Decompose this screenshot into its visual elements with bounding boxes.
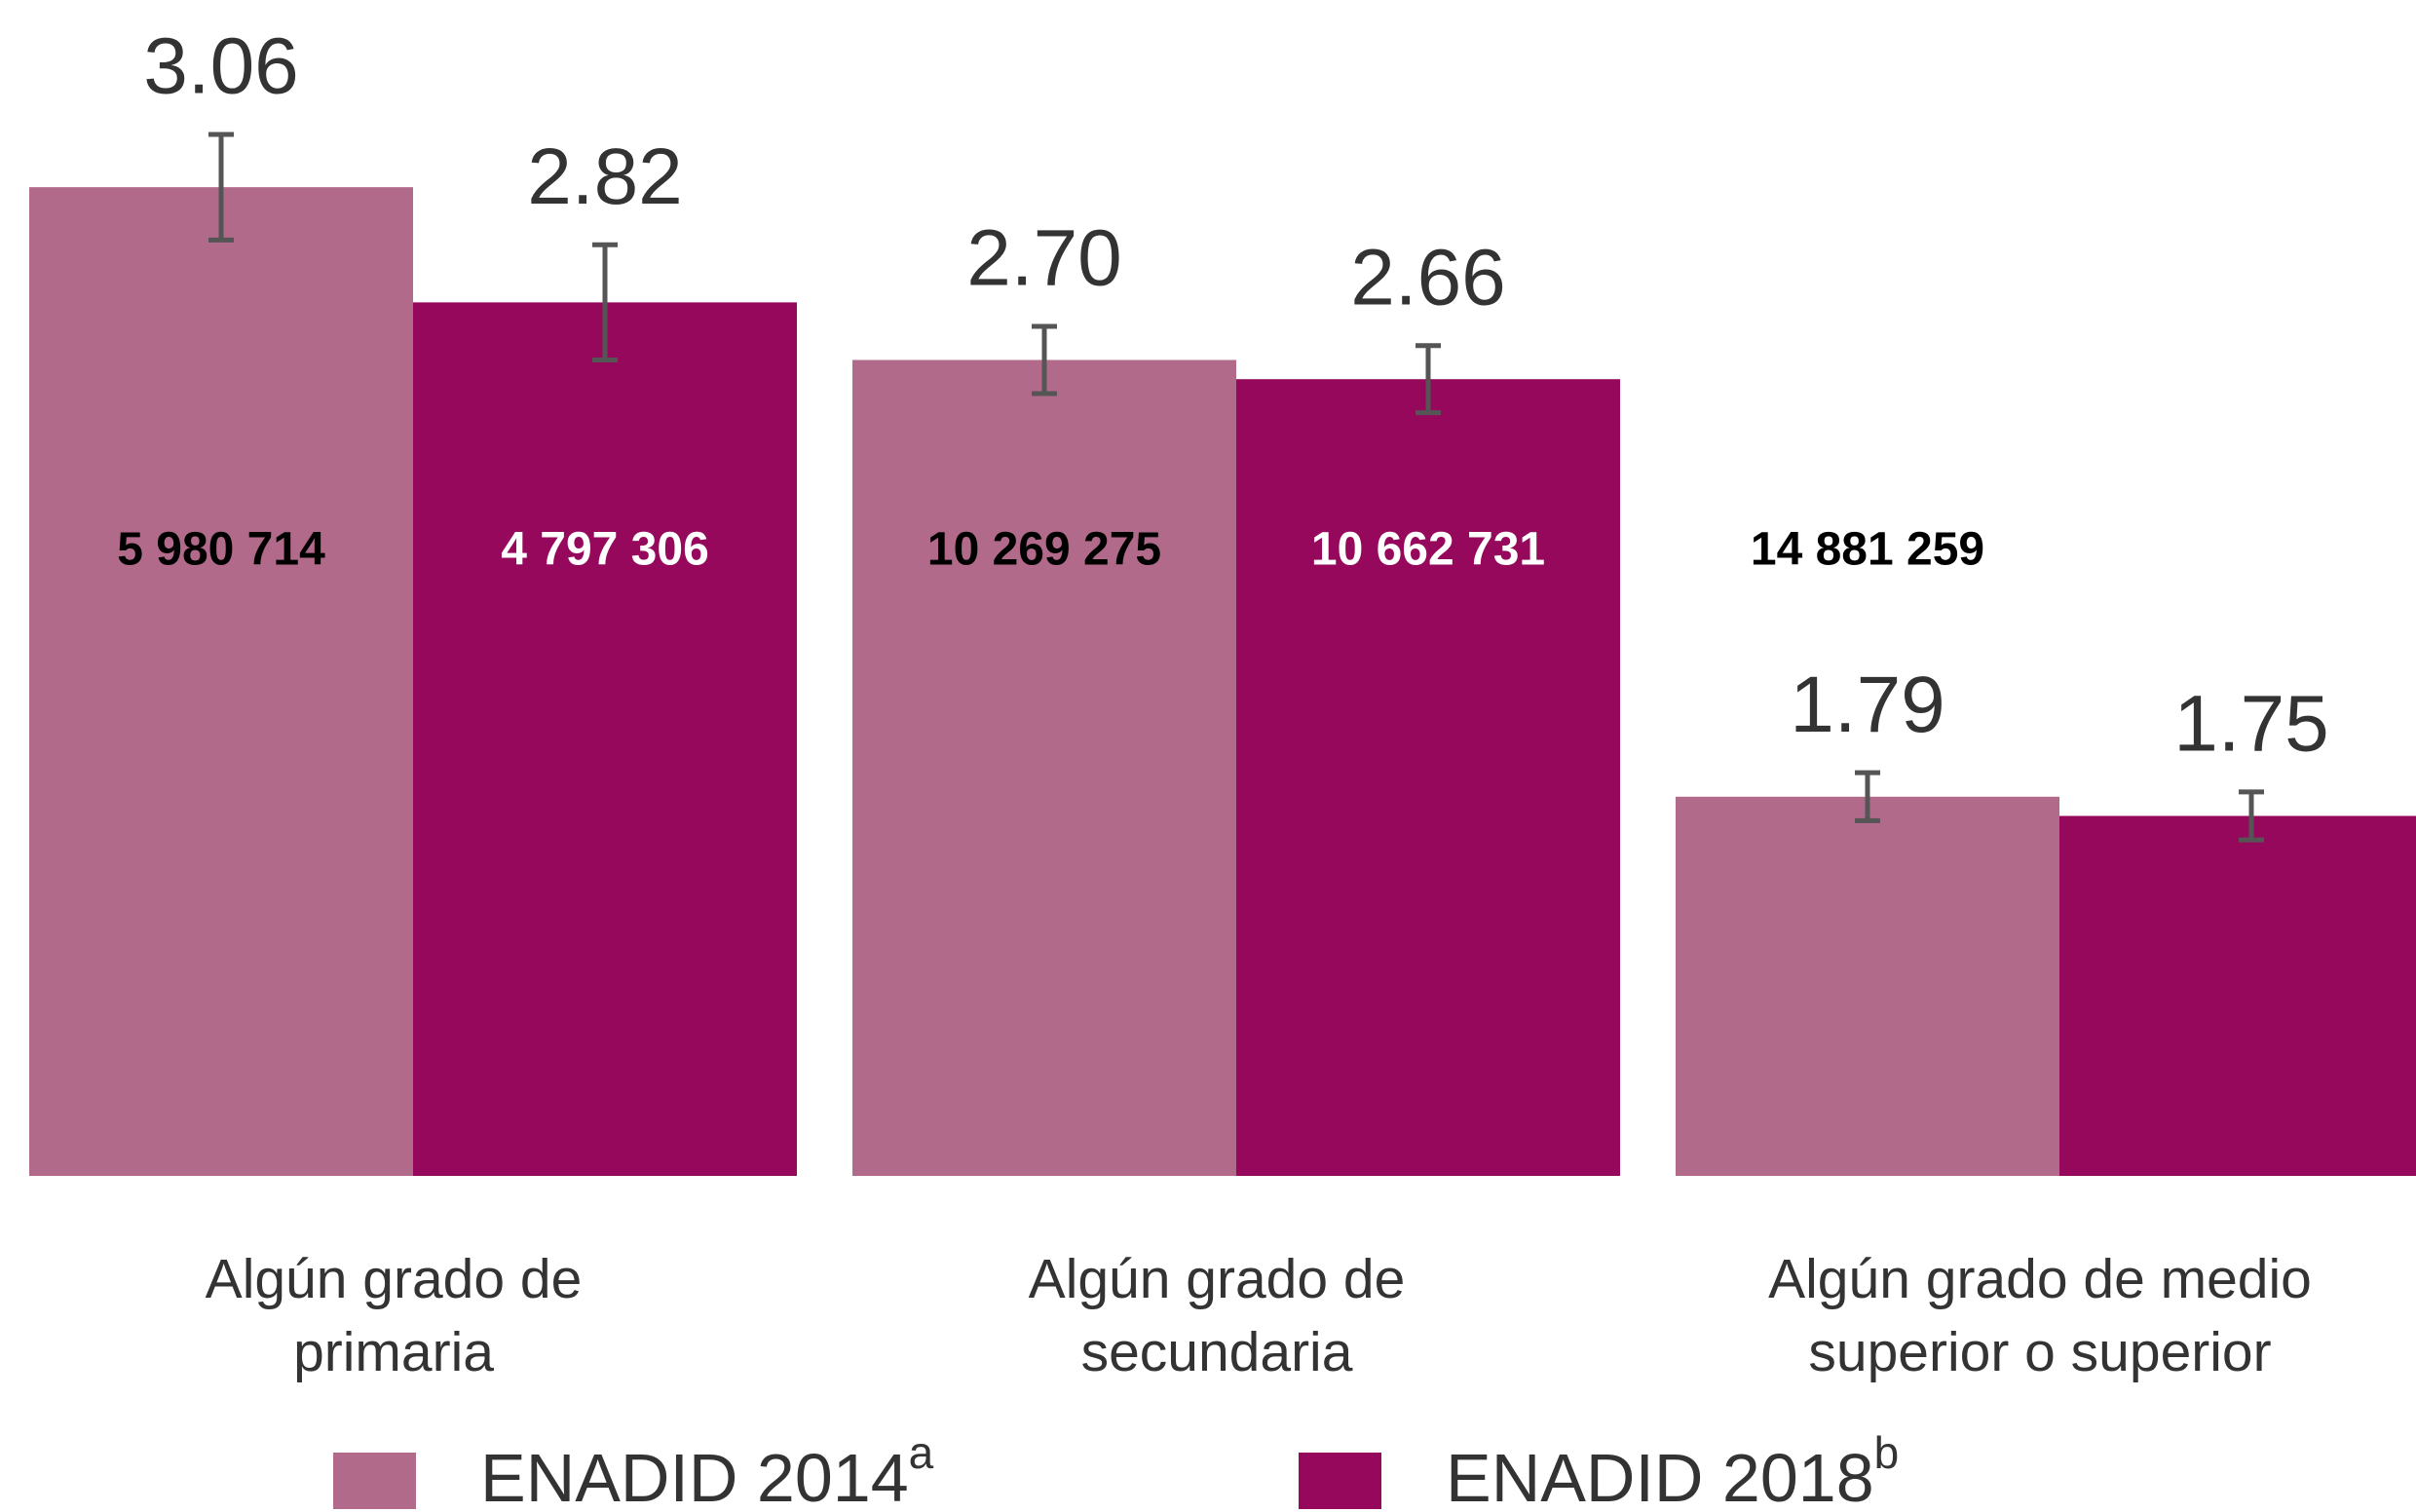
x-tick-label: superior o superior: [1808, 1321, 2271, 1383]
count-label: 16 802 001: [2134, 524, 2368, 576]
bar: [1676, 796, 2059, 1176]
bar: [413, 302, 797, 1176]
value-label: 3.06: [143, 22, 299, 111]
x-tick-label: Algún grado de: [1029, 1248, 1406, 1310]
x-tick-label: primaria: [293, 1321, 494, 1383]
count-label: 10 662 731: [1311, 524, 1545, 576]
legend-superscript: a: [909, 1427, 934, 1478]
count-label: 10 269 275: [927, 524, 1161, 576]
x-tick-label: secundaria: [1081, 1321, 1353, 1383]
value-label: 2.70: [966, 214, 1122, 303]
legend-label: ENADID 2018b: [1446, 1427, 1899, 1512]
x-tick-label: Algún grado de: [206, 1248, 583, 1310]
count-label: 5 980 714: [117, 524, 325, 576]
value-label: 2.82: [527, 132, 683, 221]
x-tick-label: Algún grado de medio: [1768, 1248, 2312, 1310]
bar: [852, 359, 1236, 1176]
bar: [1236, 379, 1620, 1176]
value-label: 2.66: [1350, 233, 1506, 321]
count-label: 14 881 259: [1751, 524, 1984, 576]
legend-superscript: b: [1874, 1427, 1900, 1478]
legend-name: ENADID 2018: [1446, 1440, 1874, 1512]
legend-swatch: [1299, 1453, 1381, 1509]
legend-swatch: [333, 1453, 416, 1509]
legend-label: ENADID 2014a: [480, 1427, 934, 1512]
count-label: 4 797 306: [501, 524, 709, 576]
value-label: 1.79: [1790, 661, 1945, 749]
legend-name: ENADID 2014: [480, 1440, 909, 1512]
bar: [2059, 815, 2416, 1176]
value-label: 1.75: [2173, 680, 2329, 769]
bar: [29, 187, 413, 1176]
